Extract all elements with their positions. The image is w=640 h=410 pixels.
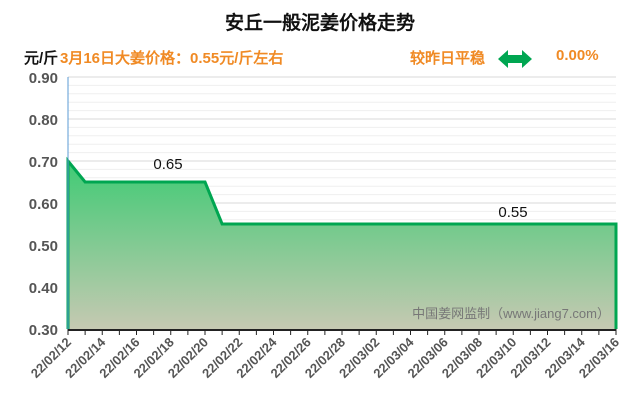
y-tick-label: 0.30 [29,322,58,339]
unit-label: 元/斤 [24,50,59,67]
price-area [68,161,616,329]
y-tick-label: 0.50 [29,238,58,255]
y-tick-label: 0.60 [29,196,58,213]
y-tick-label: 0.80 [29,112,58,129]
price-info: 3月16日大姜价格：0.55元/斤左右 [60,50,284,67]
data-label: 0.65 [153,156,182,173]
data-label: 0.55 [498,204,527,221]
y-tick-label: 0.90 [29,70,58,87]
double-arrow-icon [498,50,532,68]
trend-label: 较昨日平稳 [410,50,486,67]
y-tick-label: 0.70 [29,154,58,171]
page-title: 安丘一般泥姜价格走势 [224,13,415,34]
change-percent: 0.00% [556,47,599,64]
watermark: 中国姜网监制（www.jiang7.com） [412,306,610,321]
y-tick-label: 0.40 [29,280,58,297]
